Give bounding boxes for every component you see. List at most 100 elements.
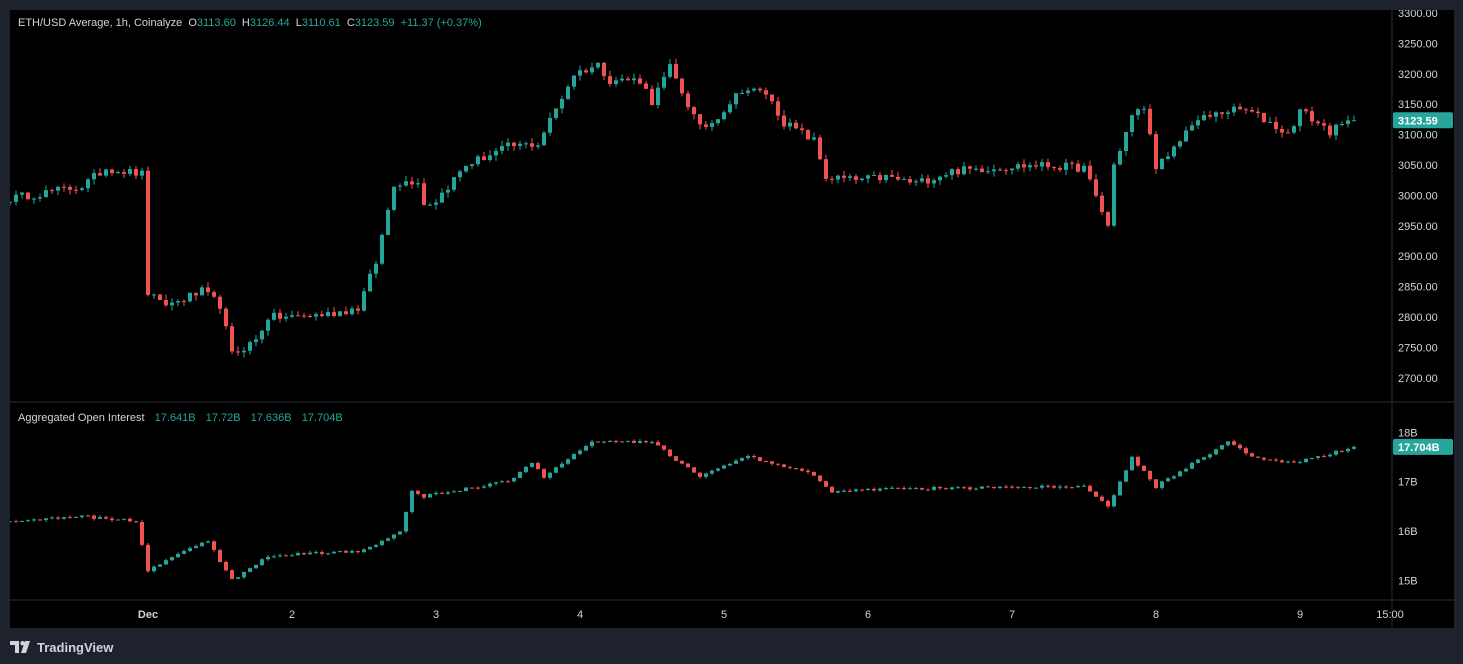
price-body xyxy=(830,178,834,180)
oi-candle xyxy=(134,520,138,523)
price-body xyxy=(146,170,150,295)
price-body xyxy=(548,117,552,133)
oi-candle xyxy=(656,440,660,446)
oi-body xyxy=(1184,468,1188,472)
oi-body xyxy=(470,487,474,489)
price-candle xyxy=(1202,110,1206,122)
price-candle xyxy=(602,61,606,81)
oi-candle xyxy=(818,474,822,483)
price-body xyxy=(854,176,858,181)
price-candle xyxy=(1160,157,1164,170)
price-candle xyxy=(458,169,462,182)
oi-candle xyxy=(464,486,468,492)
close-value: 3123.59 xyxy=(354,17,395,29)
oi-candle xyxy=(992,486,996,490)
price-body xyxy=(386,209,390,235)
oi-body xyxy=(128,518,132,522)
price-candle xyxy=(356,305,360,315)
price-candle xyxy=(992,164,996,177)
oi-candle xyxy=(1022,486,1026,488)
price-candle xyxy=(740,89,744,95)
oi-candle xyxy=(1094,491,1098,498)
price-body xyxy=(224,308,228,327)
oi-body xyxy=(680,460,684,464)
price-body xyxy=(338,311,342,316)
oi-body xyxy=(1214,449,1218,455)
price-candle xyxy=(758,87,762,93)
oi-candle xyxy=(500,479,504,483)
oi-candle xyxy=(236,576,240,579)
oi-open-value: 17.641B xyxy=(154,412,196,424)
oi-candle xyxy=(104,515,108,520)
oi-body xyxy=(836,490,840,493)
oi-body xyxy=(326,553,330,555)
price-body xyxy=(1310,111,1314,122)
price-body xyxy=(722,112,726,120)
oi-body xyxy=(344,550,348,553)
x-tick-label: 3 xyxy=(433,609,439,621)
price-body xyxy=(26,192,30,200)
oi-candle xyxy=(80,515,84,519)
price-body xyxy=(818,137,822,160)
price-candle xyxy=(956,167,960,178)
oi-body xyxy=(476,487,480,489)
price-candle xyxy=(1208,110,1212,119)
price-candle xyxy=(1172,145,1176,159)
oi-candle xyxy=(1058,484,1062,490)
oi-body xyxy=(62,517,66,519)
price-candle xyxy=(878,171,882,184)
oi-candle xyxy=(116,519,120,521)
oi-candle xyxy=(1142,465,1146,472)
oi-body xyxy=(332,551,336,554)
oi-candle xyxy=(392,533,396,541)
oi-body xyxy=(176,553,180,558)
price-body xyxy=(512,142,516,147)
oi-candle xyxy=(1238,443,1242,450)
price-candle xyxy=(326,307,330,318)
price-candle xyxy=(632,73,636,85)
oi-candle xyxy=(1346,447,1350,453)
price-body xyxy=(110,169,114,174)
oi-candle xyxy=(1250,452,1254,457)
price-body xyxy=(992,169,996,172)
price-body xyxy=(1352,120,1356,122)
price-candle xyxy=(302,312,306,319)
price-body xyxy=(716,119,720,124)
price-body xyxy=(428,204,432,206)
chart-canvas[interactable]: 3300.00 3250.00 3200.00 3150.00 3100.00 3050.… xyxy=(10,10,1454,628)
oi-body xyxy=(10,521,12,523)
oi-body xyxy=(1280,460,1284,463)
price-candle xyxy=(842,171,846,183)
oi-body xyxy=(1052,486,1056,488)
price-candle xyxy=(26,191,30,200)
price-body xyxy=(896,176,900,180)
oi-body xyxy=(530,463,534,467)
chart-frame[interactable]: 3300.00 3250.00 3200.00 3150.00 3100.00 3050.… xyxy=(10,10,1454,628)
oi-body xyxy=(230,570,234,579)
oi-body xyxy=(878,488,882,491)
price-candle xyxy=(1100,191,1104,216)
price-body xyxy=(1214,112,1218,117)
price-candle xyxy=(1226,110,1230,120)
oi-candle xyxy=(146,542,150,573)
price-body xyxy=(314,314,318,317)
price-body xyxy=(260,330,264,340)
oi-candle xyxy=(812,471,816,476)
price-body xyxy=(1280,129,1284,133)
oi-candle xyxy=(1328,453,1332,458)
oi-body xyxy=(686,463,690,468)
oi-body xyxy=(152,566,156,572)
oi-body xyxy=(962,487,966,489)
price-candle xyxy=(344,306,348,316)
oi-candle xyxy=(224,560,228,572)
oi-candle xyxy=(926,488,930,491)
price-body xyxy=(1118,151,1122,165)
oi-body xyxy=(1154,479,1158,488)
price-candle xyxy=(1178,140,1182,149)
price-body xyxy=(1076,163,1080,172)
price-body xyxy=(626,78,630,81)
price-body xyxy=(1160,158,1164,170)
oi-body xyxy=(632,440,636,443)
oi-candle xyxy=(542,468,546,479)
oi-body xyxy=(566,459,570,464)
